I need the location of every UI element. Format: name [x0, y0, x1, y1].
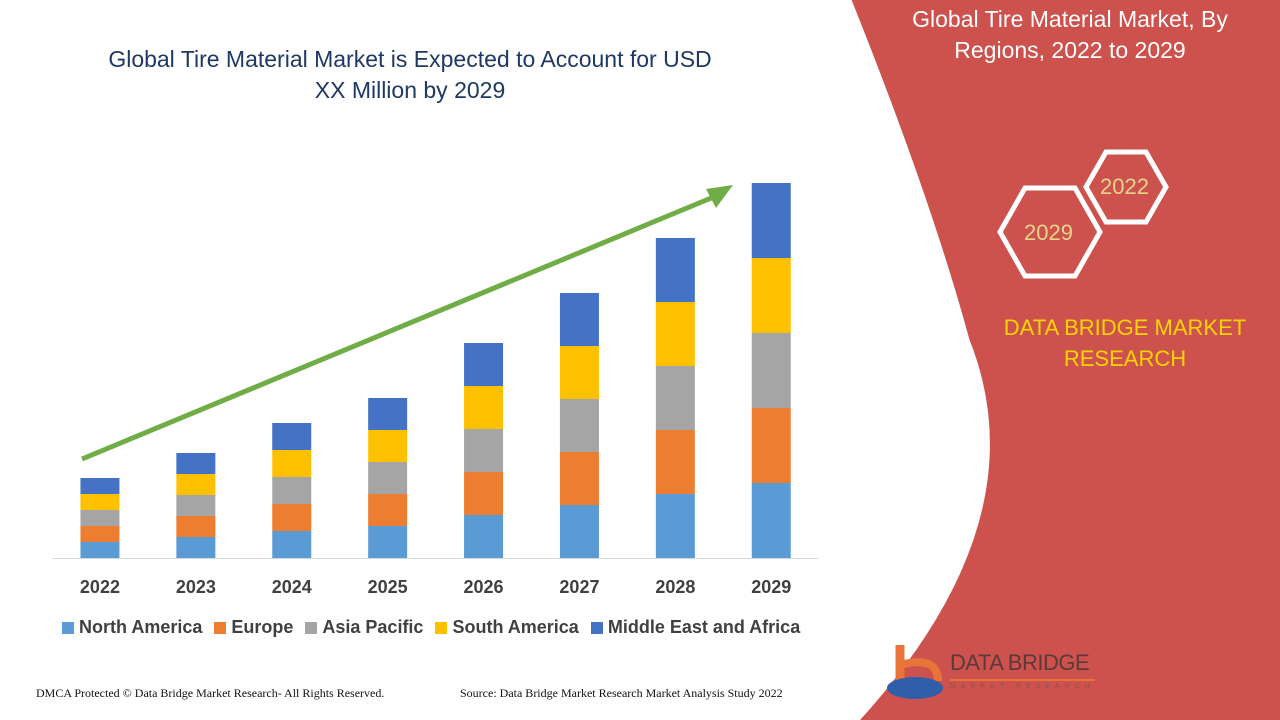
hex-label-2029: 2029 — [1024, 220, 1073, 245]
chart-title: Global Tire Material Market is Expected … — [108, 46, 712, 103]
bar-2025-south-america — [368, 430, 408, 462]
x-tick-label: 2027 — [559, 577, 599, 597]
bar-2024-europe — [272, 504, 312, 531]
bar-2025-asia-pacific — [368, 462, 408, 494]
footer-copyright: DMCA Protected © Data Bridge Market Rese… — [36, 686, 385, 700]
bar-2026-asia-pacific — [464, 429, 504, 472]
brand-text: DATA BRIDGE MARKET RESEARCH — [1003, 315, 1247, 371]
bar-2023-europe — [176, 516, 216, 537]
x-tick-label: 2024 — [272, 577, 312, 597]
x-tick-label: 2022 — [80, 577, 120, 597]
bar-2027-middle-east-and-africa — [559, 293, 599, 346]
bar-2026-south-america — [464, 386, 504, 429]
legend-label: Asia Pacific — [322, 617, 424, 637]
hex-2022 — [1083, 149, 1169, 225]
bar-2029-middle-east-and-africa — [751, 183, 791, 258]
bar-2024-asia-pacific — [272, 477, 312, 504]
legend-swatch — [62, 621, 74, 634]
bar-2028-north-america — [655, 494, 695, 558]
footer-source: Source: Data Bridge Market Research Mark… — [460, 686, 783, 700]
bar-2027-europe — [559, 452, 599, 505]
x-tick-label: 2026 — [464, 577, 504, 597]
bar-2027-asia-pacific — [559, 399, 599, 452]
trend-arrow-head — [706, 185, 733, 208]
bar-2023-middle-east-and-africa — [176, 453, 216, 474]
legend-swatch — [305, 621, 318, 634]
bar-2029-north-america — [751, 483, 791, 558]
bar-2024-north-america — [272, 531, 312, 558]
bar-2027-south-america — [559, 346, 599, 399]
legend-item: Europe — [214, 617, 293, 638]
bar-2024-middle-east-and-africa — [272, 423, 312, 450]
bar-2024-south-america — [272, 450, 312, 477]
bar-2028-asia-pacific — [655, 366, 695, 430]
bar-2022-asia-pacific — [80, 510, 120, 526]
legend-label: South America — [452, 617, 579, 637]
bar-2025-middle-east-and-africa — [368, 398, 408, 430]
x-tick-label: 2025 — [368, 577, 408, 597]
bar-2023-asia-pacific — [176, 495, 216, 516]
legend-label: Middle East and Africa — [607, 617, 801, 637]
bar-2025-north-america — [368, 526, 408, 558]
legend-item: Asia Pacific — [305, 617, 423, 638]
bar-2023-south-america — [176, 474, 216, 495]
legend-swatch — [590, 621, 603, 634]
legend-label: North America — [79, 617, 203, 637]
hex-label-2022: 2022 — [1100, 174, 1149, 199]
panel-title: Global Tire Material Market, By Regions,… — [912, 6, 1228, 63]
x-tick-label: 2029 — [751, 577, 791, 597]
x-tick-label: 2023 — [176, 577, 216, 597]
bar-2026-north-america — [464, 515, 504, 558]
bar-2029-europe — [751, 408, 791, 483]
legend-swatch — [214, 621, 227, 634]
bar-2028-south-america — [655, 302, 695, 366]
bar-2022-europe — [80, 526, 120, 542]
bar-2025-europe — [368, 494, 408, 526]
legend-item: North America — [62, 617, 202, 638]
legend-label: Europe — [231, 617, 294, 637]
bar-2028-europe — [655, 430, 695, 494]
x-tick-label: 2028 — [655, 577, 695, 597]
bar-2023-north-america — [176, 537, 216, 558]
bar-2022-south-america — [80, 494, 120, 510]
logo: DATA BRIDGE MARKET RESEARCH — [950, 650, 1095, 690]
bar-2022-north-america — [80, 542, 120, 558]
bar-2026-middle-east-and-africa — [464, 343, 504, 386]
trend-arrow — [81, 193, 717, 462]
bar-2027-north-america — [559, 505, 599, 558]
stacked-bar-chart: 2022 2023 2024 2025 2026 2027 2028 2029 — [52, 183, 818, 597]
legend: North America Europe Asia Pacific South Ame… — [62, 617, 800, 638]
logo-icon — [887, 645, 943, 699]
legend-swatch — [435, 621, 448, 634]
legend-item: South America — [435, 617, 579, 638]
bar-2022-middle-east-and-africa — [80, 478, 120, 494]
legend-item: Middle East and Africa — [590, 617, 801, 638]
bar-2029-south-america — [751, 258, 791, 333]
bar-2029-asia-pacific — [751, 333, 791, 408]
hex-2029 — [997, 185, 1103, 279]
bar-2028-middle-east-and-africa — [655, 238, 695, 302]
bar-2026-europe — [464, 472, 504, 515]
